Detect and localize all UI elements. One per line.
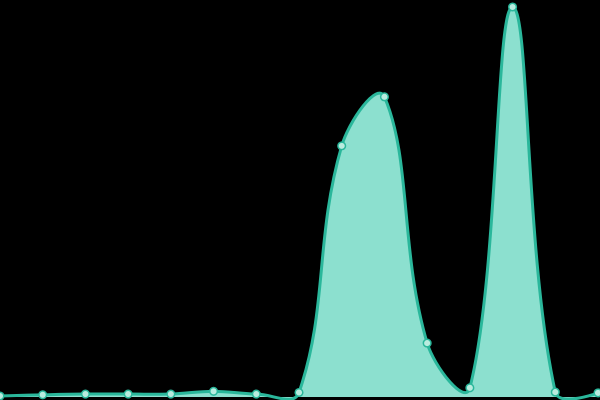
data-point-marker <box>38 390 48 400</box>
data-point-marker <box>379 92 389 102</box>
data-point-marker <box>593 388 600 398</box>
data-point-marker <box>294 387 304 398</box>
data-point-marker <box>337 141 347 151</box>
data-point-marker <box>123 389 133 399</box>
data-point-marker <box>0 391 5 400</box>
data-point-marker <box>166 389 176 399</box>
data-point-marker <box>251 389 261 399</box>
data-point-marker <box>550 387 560 397</box>
area-fill <box>0 6 598 400</box>
data-point-marker <box>465 383 475 393</box>
data-point-marker <box>80 389 90 399</box>
data-point-marker <box>508 2 518 12</box>
data-point-marker <box>209 386 219 396</box>
data-point-marker <box>422 338 432 348</box>
